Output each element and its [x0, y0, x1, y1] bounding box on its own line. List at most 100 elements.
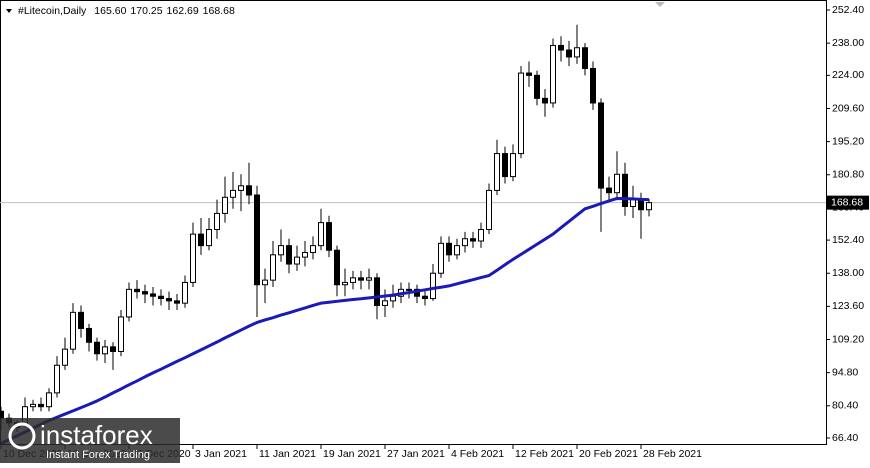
candle-body [286, 245, 292, 265]
last-price-box [827, 195, 869, 210]
y-tick-label: 66.40 [832, 432, 858, 444]
candle-body [526, 72, 532, 76]
y-tick-label: 209.60 [832, 102, 864, 114]
candle-body [134, 288, 140, 293]
candle-body [254, 194, 260, 286]
candle-body [462, 238, 468, 247]
candle-body [582, 47, 588, 69]
watermark-slogan: Instant Forex Trading [46, 449, 150, 461]
candle-body [182, 281, 188, 304]
y-tick-label: 238.00 [832, 37, 864, 49]
candle-body [190, 233, 196, 283]
candle-body [534, 74, 540, 99]
x-tick-label: 19 Jan 2021 [323, 448, 381, 460]
watermark-brand: instaforex [40, 420, 153, 450]
candle-body [502, 153, 508, 178]
candle-body [230, 189, 236, 198]
header-value: 168.68 [203, 5, 235, 17]
candle-body [310, 245, 316, 254]
x-tick-label: 27 Jan 2021 [387, 448, 445, 460]
y-tick-label: 109.20 [832, 333, 864, 345]
candle-body [270, 254, 276, 281]
candle-body [438, 242, 444, 274]
y-tick-label: 252.40 [832, 4, 864, 16]
candle-body [350, 277, 356, 283]
candle-body [78, 311, 84, 329]
y-tick-label: 195.20 [832, 135, 864, 147]
candle-body [238, 185, 244, 191]
candle-body [574, 47, 580, 58]
shift-marker [655, 2, 665, 7]
y-tick-label: 138.00 [832, 267, 864, 279]
candle-body [358, 277, 364, 281]
candle-body [446, 242, 452, 256]
candle-body [174, 300, 180, 304]
x-tick-label: 11 Jan 2021 [259, 448, 316, 460]
y-tick-label: 224.00 [832, 69, 864, 81]
candle-body [222, 196, 228, 214]
candle-body [638, 199, 644, 211]
candle-body [454, 245, 460, 256]
candle-body [646, 202, 652, 211]
candle-body [374, 277, 380, 306]
y-tick-label: 152.40 [832, 234, 864, 246]
candle-body [598, 102, 604, 189]
candle-body [110, 346, 116, 352]
candle-body [430, 272, 436, 300]
candle-body [38, 403, 44, 408]
candle-body [318, 222, 324, 247]
candle-body [486, 189, 492, 231]
candle-body [494, 153, 500, 191]
candle-body [142, 291, 148, 295]
candle-body [198, 233, 204, 247]
candle-body [62, 348, 68, 366]
x-tick-label: 3 Jan 2021 [195, 448, 247, 460]
candle-body [206, 229, 212, 247]
candle-body [622, 173, 628, 208]
chart-header: #Litecoin,Daily 165.60 170.25 162.69 168.68 [18, 5, 235, 17]
menu-triangle [6, 9, 12, 13]
candle-body [278, 245, 284, 256]
chart-title: #Litecoin,Daily [18, 5, 87, 17]
candle-body [614, 173, 620, 194]
candle-body [246, 185, 252, 196]
candle-body [326, 222, 332, 251]
candle-body [158, 295, 164, 300]
header-value: 162.69 [167, 5, 199, 17]
x-tick-label: 12 Feb 2021 [515, 448, 574, 460]
candle-body [214, 212, 220, 231]
x-tick-label: 28 Feb 2021 [643, 448, 702, 460]
candle-body [0, 410, 4, 419]
x-tick-label: 20 Feb 2021 [579, 448, 638, 460]
candle-body [630, 199, 636, 208]
candle-body [30, 403, 36, 408]
candle-body [566, 49, 572, 58]
candle-body [550, 44, 556, 104]
candle-body [390, 295, 396, 302]
candle-body [342, 281, 348, 286]
candle-body [102, 346, 108, 355]
candle-body [406, 288, 412, 291]
watermark-icon [8, 422, 36, 450]
candle-body [542, 97, 548, 104]
candle-body [46, 392, 52, 408]
candle-body [334, 249, 340, 286]
y-tick-label: 123.60 [832, 300, 864, 312]
last-price-label: 168.68 [831, 196, 863, 208]
candle-body [590, 67, 596, 104]
candle-body [70, 311, 76, 350]
candle-body [382, 300, 388, 306]
candle-body [478, 229, 484, 242]
y-tick-label: 94.80 [832, 366, 858, 378]
candle-body [470, 238, 476, 242]
candle-body [510, 153, 516, 178]
candle-body [294, 256, 300, 265]
candle-body [518, 72, 524, 155]
candle-body [606, 187, 612, 194]
y-tick-label: 80.40 [832, 400, 858, 412]
candle-body [94, 341, 100, 355]
candle-body [422, 295, 428, 300]
x-tick-label: 4 Feb 2021 [451, 448, 504, 460]
